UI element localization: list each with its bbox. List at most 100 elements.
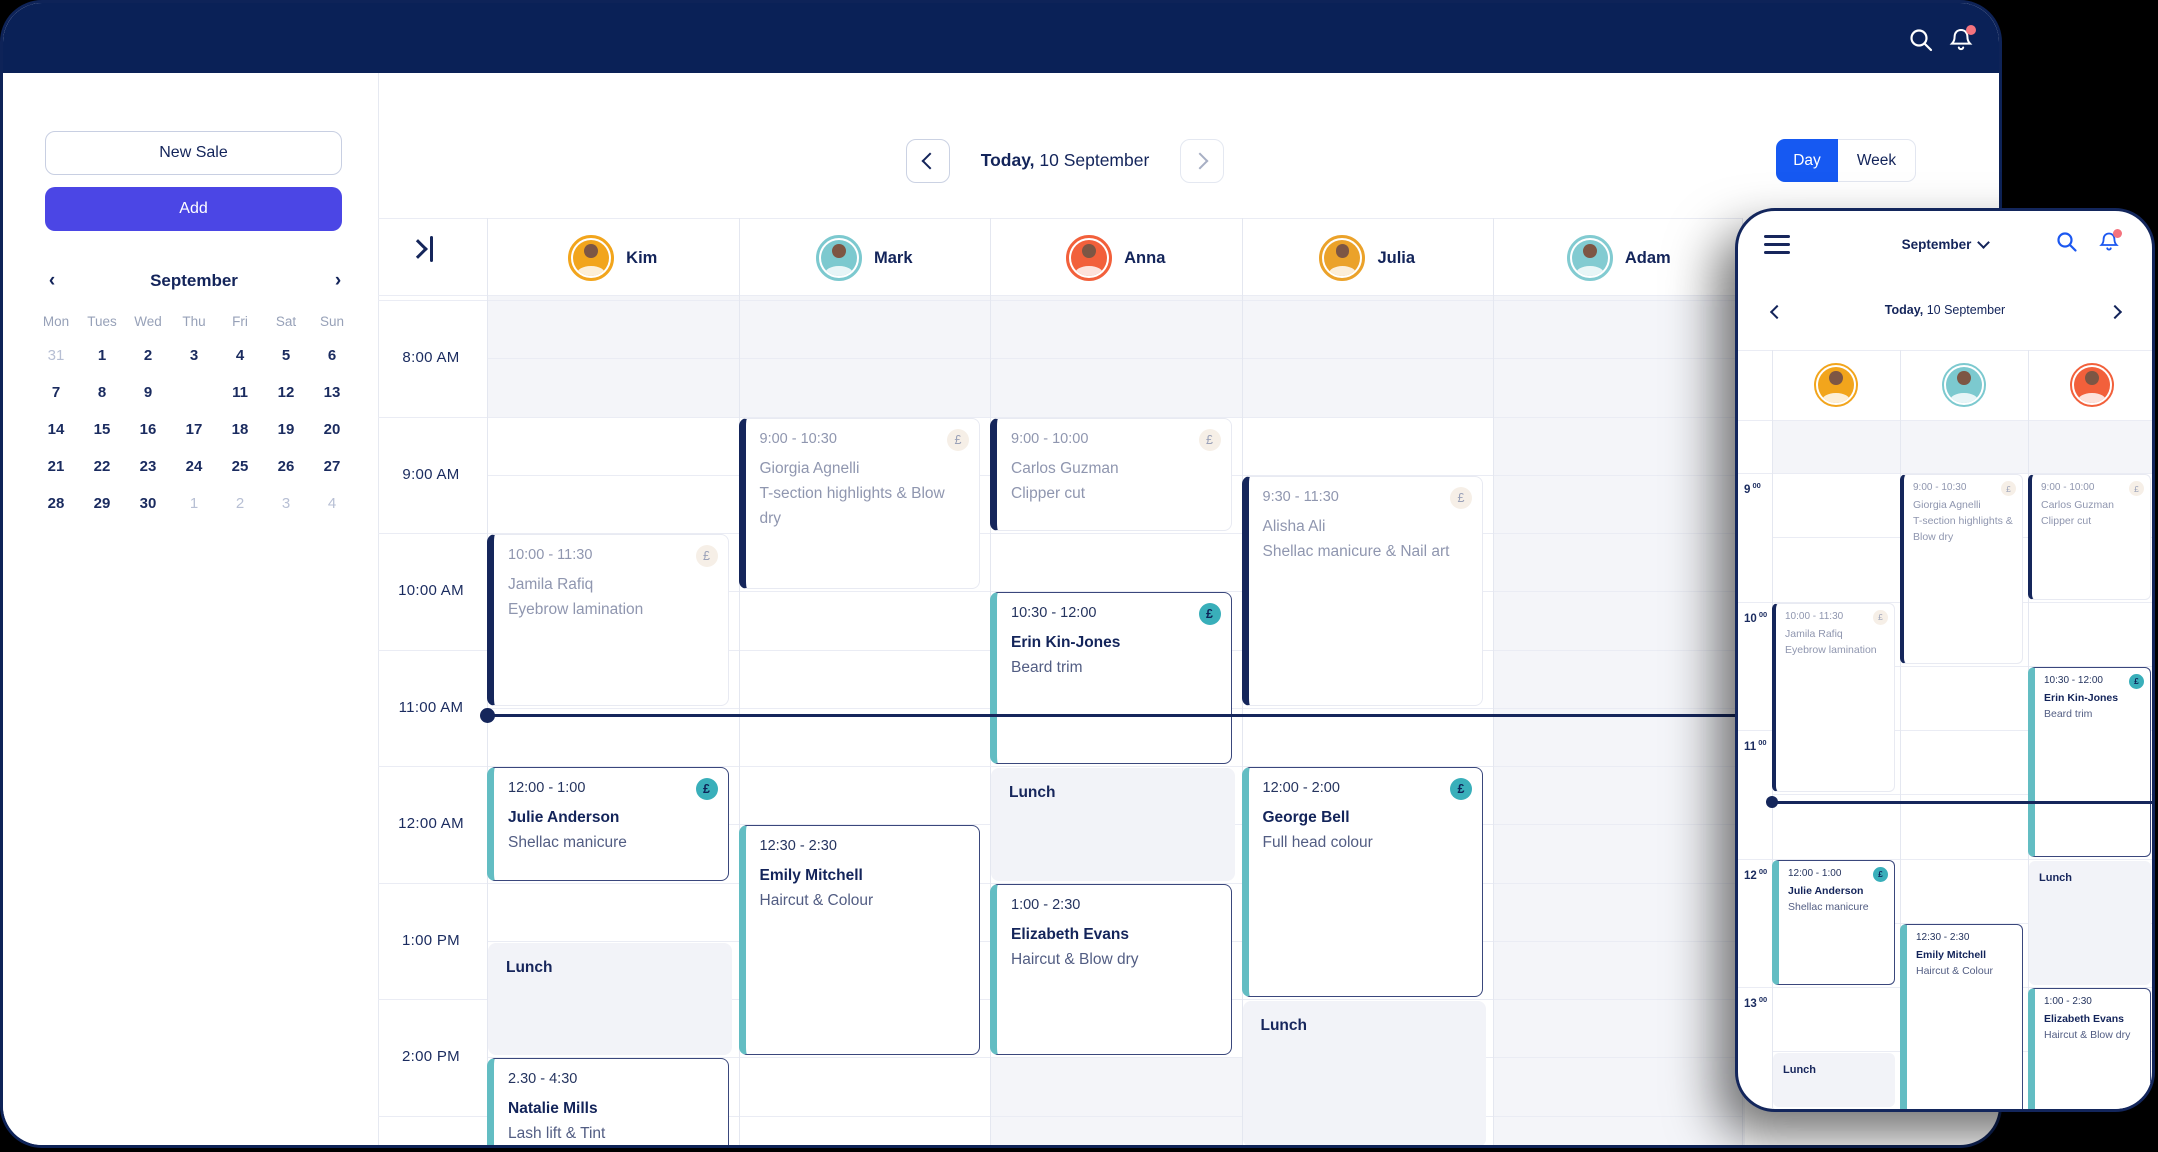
day-view-toggle[interactable]: Day [1776, 139, 1838, 182]
mini-calendar-day[interactable]: 3 [189, 346, 199, 364]
avatar-photo [1818, 367, 1854, 403]
mini-calendar-day[interactable]: 2 [235, 494, 245, 512]
appointment-card[interactable]: 9:00 - 10:30 Giorgia Agnelli T-section hig… [1900, 474, 2023, 664]
appointment-card[interactable]: 9:00 - 10:00 Carlos Guzman Clipper cut £ [2028, 474, 2151, 600]
grid-line [378, 295, 1742, 296]
mini-calendar-day[interactable]: 19 [277, 420, 295, 438]
appointment-card[interactable]: 10:30 - 12:00 Erin Kin-Jones Beard trim £ [990, 592, 1232, 764]
staff-column-header-kim[interactable] [1772, 350, 1900, 420]
mini-calendar-day[interactable]: 4 [235, 346, 245, 364]
header-top-border [378, 218, 1742, 219]
staff-column-header-anna[interactable]: Anna [990, 221, 1242, 295]
mini-calendar-day[interactable]: 31 [47, 346, 65, 364]
lunch-block[interactable]: Lunch [2029, 860, 2151, 985]
mini-calendar-day[interactable]: 25 [231, 457, 249, 475]
mobile-month-selector[interactable]: September [1738, 236, 2152, 252]
appointment-service: Haircut & Blow dry [1011, 950, 1139, 968]
appointment-service: Lash lift & Tint [508, 1125, 606, 1143]
bell-icon[interactable] [2098, 229, 2122, 253]
appointment-card[interactable]: 10:00 - 11:30 Jamila Rafiq Eyebrow laminat… [1772, 602, 1895, 793]
staff-column-header-adam[interactable]: Adam [1493, 221, 1745, 295]
appointment-service: Haircut & Colour [1916, 964, 1994, 977]
mini-calendar-day[interactable]: 23 [139, 457, 157, 475]
appointment-client-name: Erin Kin-Jones [1011, 634, 1121, 652]
appointment-card[interactable]: 10:00 - 11:30 Jamila Rafiq Eyebrow laminat… [487, 534, 729, 706]
appointment-card[interactable]: 9:00 - 10:00 Carlos Guzman Clipper cut £ [990, 417, 1232, 531]
mini-calendar-day[interactable]: 30 [139, 494, 157, 512]
staff-column-header-mark[interactable] [1900, 350, 2028, 420]
chevron-left-icon[interactable]: ‹ [48, 270, 56, 291]
mini-calendar-day[interactable]: 28 [47, 494, 65, 512]
lunch-block[interactable]: Lunch [1242, 1001, 1486, 1145]
lunch-block[interactable]: Lunch [991, 768, 1235, 881]
mini-calendar-day[interactable]: 11 [232, 383, 248, 401]
lunch-block[interactable]: Lunch [1773, 1053, 1895, 1107]
paid-badge: £ [2129, 673, 2144, 689]
staff-column-header-anna[interactable] [2028, 350, 2152, 420]
mini-calendar-day[interactable]: 4 [327, 494, 337, 512]
mini-calendar-day-name: Sat [275, 314, 297, 329]
appointment-card[interactable]: 2.30 - 4:30 Natalie Mills Lash lift & Tint [487, 1058, 729, 1145]
mini-calendar-day[interactable]: 14 [47, 420, 65, 438]
mini-calendar-day[interactable]: 1 [97, 346, 107, 364]
appointment-card[interactable]: 9:00 - 10:30 Giorgia Agnelli T-section hig… [738, 417, 980, 590]
mini-calendar-day[interactable]: 6 [327, 346, 337, 364]
previous-day-button[interactable] [906, 139, 950, 183]
appointment-card[interactable]: 12:00 - 1:00 Julie Anderson Shellac manicu… [487, 767, 729, 881]
mini-calendar-day[interactable]: 2 [143, 346, 153, 364]
lunch-block[interactable]: Lunch [488, 942, 732, 1056]
hamburger-menu-icon[interactable] [1764, 235, 1790, 254]
mini-calendar-selected-day[interactable]: 10 [171, 373, 217, 411]
mini-calendar-day[interactable]: 3 [281, 494, 291, 512]
appointment-client-name: Emily Mitchell [759, 867, 863, 885]
mini-calendar-day[interactable]: 13 [323, 383, 341, 401]
appointment-card[interactable]: 1:00 - 2:30 Elizabeth Evans Haircut & Blow… [2028, 988, 2151, 1109]
mini-calendar-day[interactable]: 26 [277, 457, 295, 475]
mini-calendar-day[interactable]: 24 [185, 457, 203, 475]
grid-line [378, 882, 1742, 884]
mini-calendar-day[interactable]: 9 [143, 383, 153, 401]
next-day-button[interactable] [1180, 139, 1224, 183]
mini-calendar-day[interactable]: 21 [47, 457, 65, 475]
mini-calendar-day[interactable]: 22 [93, 457, 111, 475]
avatar [1319, 235, 1366, 281]
staff-column-header-julia[interactable]: Julia [1242, 221, 1494, 295]
mini-calendar-day[interactable]: 17 [185, 420, 203, 438]
chevron-right-icon[interactable]: › [334, 270, 342, 291]
search-icon[interactable] [2056, 231, 2078, 253]
appointment-card[interactable]: 9:30 - 11:30 Alisha Ali Shellac manicure &… [1241, 475, 1483, 706]
appointment-card[interactable]: 12:30 - 2:30 Emily Mitchell Haircut & Colo… [1900, 923, 2023, 1109]
mini-calendar-day[interactable]: 27 [323, 457, 341, 475]
mini-calendar-day[interactable]: 7 [51, 383, 61, 401]
avatar [1566, 235, 1613, 281]
appointment-card[interactable]: 10:30 - 12:00 Erin Kin-Jones Beard trim £ [2028, 666, 2151, 857]
mini-calendar-day[interactable]: 1 [189, 494, 199, 512]
mini-calendar-day-name: Wed [134, 314, 162, 329]
appointment-service: T-section highlights & Blow dry [1913, 515, 2013, 543]
appointment-service: Haircut & Colour [759, 892, 874, 910]
paid-badge: £ [1873, 609, 1888, 625]
mini-calendar-day[interactable]: 18 [231, 420, 249, 438]
mini-calendar-day[interactable]: 20 [323, 420, 341, 438]
appointment-card[interactable]: 12:00 - 2:00 George Bell Full head colour £ [1241, 767, 1483, 997]
mini-calendar-day[interactable]: 15 [93, 420, 111, 438]
add-button[interactable]: Add [45, 187, 342, 231]
mini-calendar-day[interactable]: 16 [139, 420, 157, 438]
appointment-card[interactable]: 12:30 - 2:30 Emily Mitchell Haircut & Colo… [738, 825, 980, 1056]
time-label: 11:00 AM [398, 698, 464, 716]
week-view-toggle[interactable]: Week [1838, 139, 1916, 182]
appointment-card[interactable]: 12:00 - 1:00 Julie Anderson Shellac manicu… [1772, 859, 1895, 985]
mini-calendar-day[interactable]: 8 [97, 383, 107, 401]
appointment-card[interactable]: 1:00 - 2:30 Elizabeth Evans Haircut & Blow… [990, 883, 1232, 1056]
staff-column-header-kim[interactable]: Kim [487, 221, 739, 295]
staff-column-header-mark[interactable]: Mark [739, 221, 991, 295]
mini-calendar-day[interactable]: 5 [281, 346, 291, 364]
collapse-sidebar-icon[interactable] [408, 236, 433, 262]
bell-icon[interactable] [1948, 25, 1976, 53]
top-navigation-bar [3, 3, 1999, 73]
mini-calendar-day[interactable]: 12 [277, 383, 295, 401]
search-icon[interactable] [1908, 27, 1934, 53]
mini-calendar-day[interactable]: 29 [93, 494, 111, 512]
appointment-time: 9:00 - 10:00 [1011, 430, 1089, 447]
new-sale-button[interactable]: New Sale [45, 131, 342, 175]
